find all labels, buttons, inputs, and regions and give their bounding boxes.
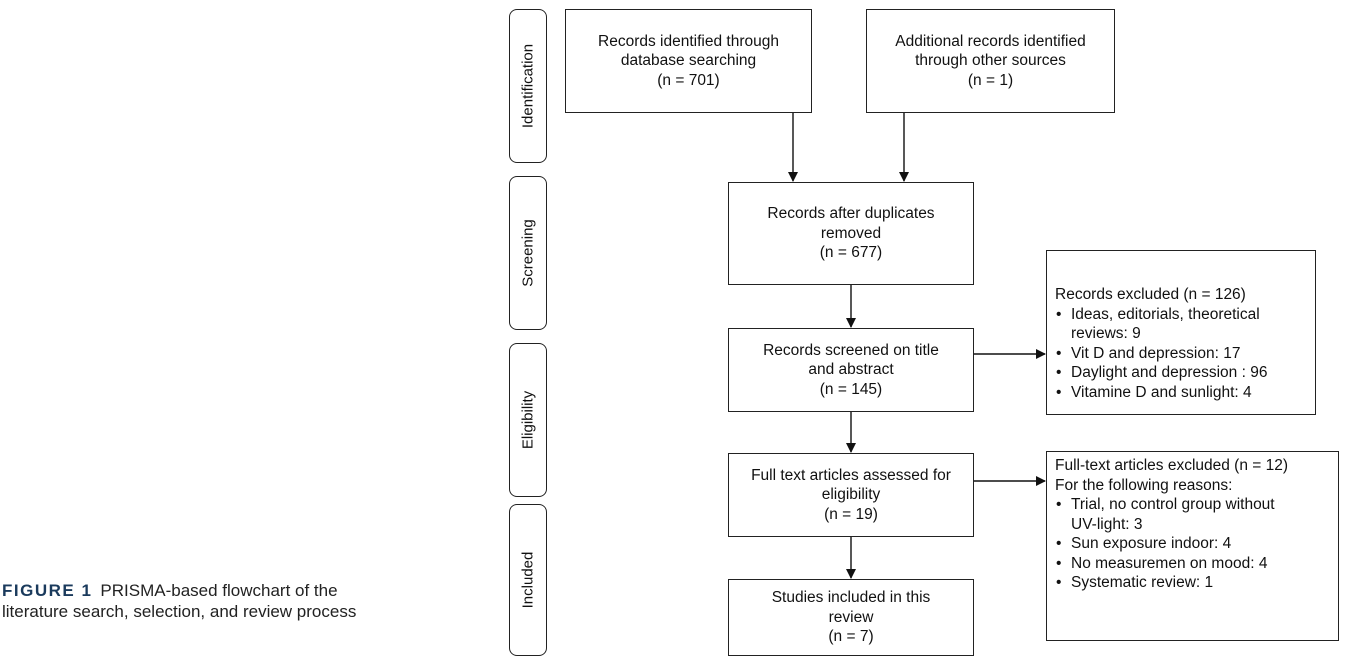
- box-database-line1: Records identified through: [598, 32, 779, 50]
- figure-caption-text: PRISMA-based flowchart of the literature…: [2, 581, 357, 621]
- figure-label: FIGURE 1: [2, 581, 93, 600]
- records-excluded-item-4: Vitamine D and sunlight: 4: [1071, 383, 1252, 401]
- box-fulltext-assessed: Full text articles assessed for eligibil…: [728, 453, 974, 537]
- box-database-count: (n = 701): [657, 71, 720, 89]
- box-studies-included: Studies included in this review (n = 7): [728, 579, 974, 656]
- box-other-line2: through other sources: [915, 52, 1066, 70]
- figure-caption: FIGURE 1 PRISMA-based flowchart of the li…: [2, 580, 362, 622]
- box-fulltext-line2: eligibility: [821, 486, 881, 504]
- box-screened-count: (n = 145): [819, 380, 883, 398]
- list-item: Vitamine D and sunlight: 4: [1055, 383, 1307, 403]
- box-dedup-count: (n = 677): [819, 244, 883, 262]
- box-other-count: (n = 1): [967, 71, 1014, 89]
- records-excluded-item-3: Daylight and depression : 96: [1071, 364, 1268, 381]
- box-screened-line2: and abstract: [808, 361, 894, 379]
- fulltext-excluded-item-4: Systematic review: 1: [1071, 574, 1214, 591]
- box-fulltext-count: (n = 19): [824, 505, 878, 523]
- list-item: Daylight and depression : 96: [1055, 363, 1307, 383]
- list-item: Sun exposure indoor: 4: [1055, 534, 1330, 554]
- phase-eligibility: Eligibility: [509, 343, 547, 497]
- fulltext-excluded-item-1: Trial, no control group without: [1071, 496, 1275, 513]
- list-item: Vit D and depression: 17: [1055, 344, 1307, 364]
- box-other-sources: Additional records identified through ot…: [866, 9, 1115, 113]
- box-dedup-line2: removed: [820, 224, 882, 242]
- list-item: No measuremen on mood: 4: [1055, 554, 1330, 574]
- box-screened: Records screened on title and abstract (…: [728, 328, 974, 412]
- fulltext-excluded-subheading: For the following reasons:: [1055, 476, 1233, 494]
- fulltext-excluded-list: Trial, no control group without UV-light…: [1055, 495, 1330, 593]
- records-excluded-list: Ideas, editorials, theoretical reviews: …: [1055, 305, 1307, 403]
- box-other-line1: Additional records identified: [895, 32, 1086, 50]
- fulltext-excluded-item-3: No measuremen on mood: 4: [1071, 554, 1268, 572]
- records-excluded-item-1-cont: reviews: 9: [1071, 325, 1141, 342]
- fulltext-excluded-item-1-cont: UV-light: 3: [1071, 515, 1143, 533]
- box-after-duplicates: Records after duplicates removed (n = 67…: [728, 182, 974, 285]
- box-database-line2: database searching: [620, 52, 757, 70]
- list-item: Ideas, editorials, theoretical reviews: …: [1055, 305, 1307, 344]
- box-included-line2: review: [828, 608, 874, 626]
- box-database-search: Records identified through database sear…: [565, 9, 812, 113]
- list-item: Trial, no control group without UV-light…: [1055, 495, 1330, 534]
- phase-included: Included: [509, 504, 547, 656]
- box-dedup-line1: Records after duplicates: [767, 205, 935, 223]
- phase-screening: Screening: [509, 176, 547, 330]
- records-excluded-item-1: Ideas, editorials, theoretical: [1071, 305, 1260, 323]
- box-fulltext-excluded: Full-text articles excluded (n = 12) For…: [1046, 451, 1339, 641]
- box-screened-line1: Records screened on title: [763, 341, 939, 359]
- fulltext-excluded-item-2: Sun exposure indoor: 4: [1071, 535, 1232, 552]
- box-fulltext-line1: Full text articles assessed for: [751, 466, 951, 484]
- records-excluded-heading: Records excluded (n = 126): [1055, 286, 1246, 303]
- phase-identification: Identification: [509, 9, 547, 163]
- box-records-excluded: Records excluded (n = 126) Ideas, editor…: [1046, 250, 1316, 415]
- records-excluded-item-2: Vit D and depression: 17: [1071, 344, 1241, 362]
- list-item: Systematic review: 1: [1055, 573, 1330, 593]
- fulltext-excluded-heading: Full-text articles excluded (n = 12): [1055, 457, 1289, 474]
- box-included-line1: Studies included in this: [771, 589, 931, 607]
- box-included-count: (n = 7): [828, 628, 874, 646]
